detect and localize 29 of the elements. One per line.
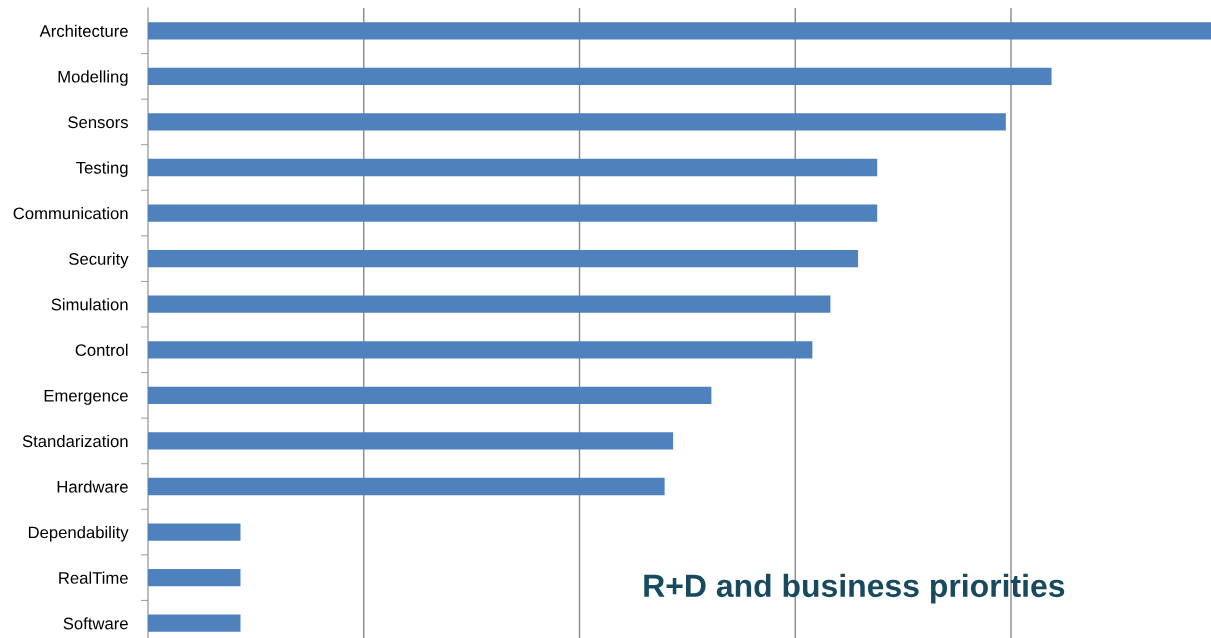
y-tick-label: Standarization [22,434,128,448]
bar [148,249,859,268]
bar [148,386,712,405]
y-tick-label: Architecture [39,24,128,37]
y-tick-label: Software [63,617,128,630]
bar [148,67,1052,86]
y-tick-label: Hardware [57,480,128,493]
y-tick-label: Simulation [51,298,128,311]
text: R+D and business priorities [644,573,1065,604]
y-tick-label: Testing [76,161,128,177]
y-tick-label: RealTime [59,571,128,584]
y-tick-label: Dependability [28,526,129,542]
bar [148,295,831,313]
bar [148,477,665,496]
bar [148,158,878,177]
bar [148,341,813,359]
bar [148,568,241,587]
y-tick-label: Emergence [44,389,128,405]
y-tick-label: Sensors [68,116,128,129]
bar [148,22,1211,40]
bar [148,523,241,541]
bar [148,432,674,450]
y-tick-label: Control [75,343,128,356]
y-tick-label: Modelling [58,70,128,86]
bar [148,113,1006,131]
y-tick-label: Security [69,252,129,269]
y-tick-label: Communication [13,207,128,220]
bar [148,204,878,222]
bar [148,614,241,632]
